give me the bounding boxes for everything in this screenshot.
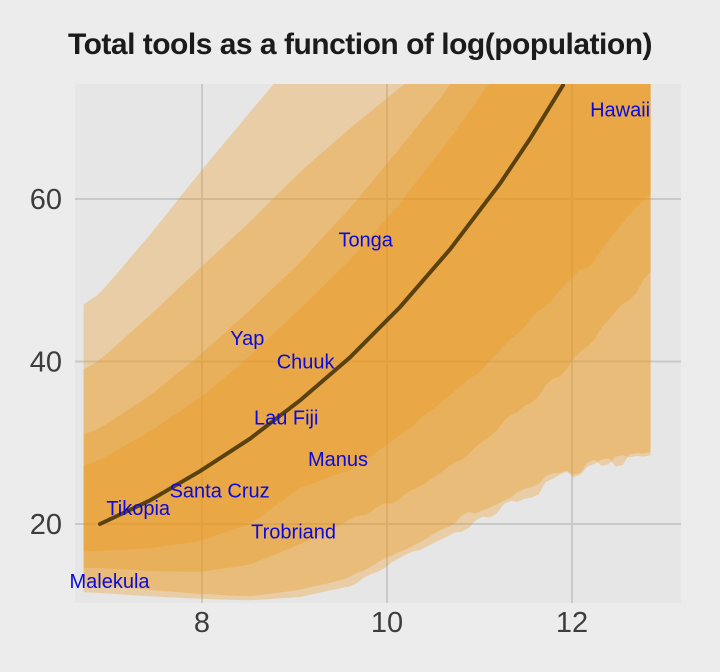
- x-tick-label-12: 12: [556, 607, 588, 639]
- y-tick-label-40: 40: [30, 347, 62, 379]
- x-tick-label-10: 10: [371, 607, 403, 639]
- band-middle-interval: [83, 84, 651, 572]
- band-inner-interval: [83, 84, 651, 552]
- y-tick-label-60: 60: [30, 184, 62, 216]
- island-label-tonga: Tonga: [338, 230, 393, 252]
- island-label-hawaii: Hawaii: [590, 100, 650, 122]
- x-tick-label-8: 8: [194, 607, 210, 639]
- mean-curve: [98, 84, 565, 526]
- island-label-malekula: Malekula: [69, 571, 150, 593]
- island-label-trobriand: Trobriand: [251, 521, 336, 543]
- island-label-lau-fiji: Lau Fiji: [254, 408, 318, 430]
- y-tick-label-20: 20: [30, 509, 62, 541]
- island-label-tikopia: Tikopia: [106, 498, 171, 520]
- island-label-chuuk: Chuuk: [277, 352, 336, 374]
- island-label-yap: Yap: [230, 328, 264, 350]
- island-label-manus: Manus: [308, 449, 368, 471]
- chart-title: Total tools as a function of log(populat…: [67, 28, 653, 61]
- plot-panel: [75, 84, 681, 603]
- island-label-santa-cruz: Santa Cruz: [170, 481, 270, 503]
